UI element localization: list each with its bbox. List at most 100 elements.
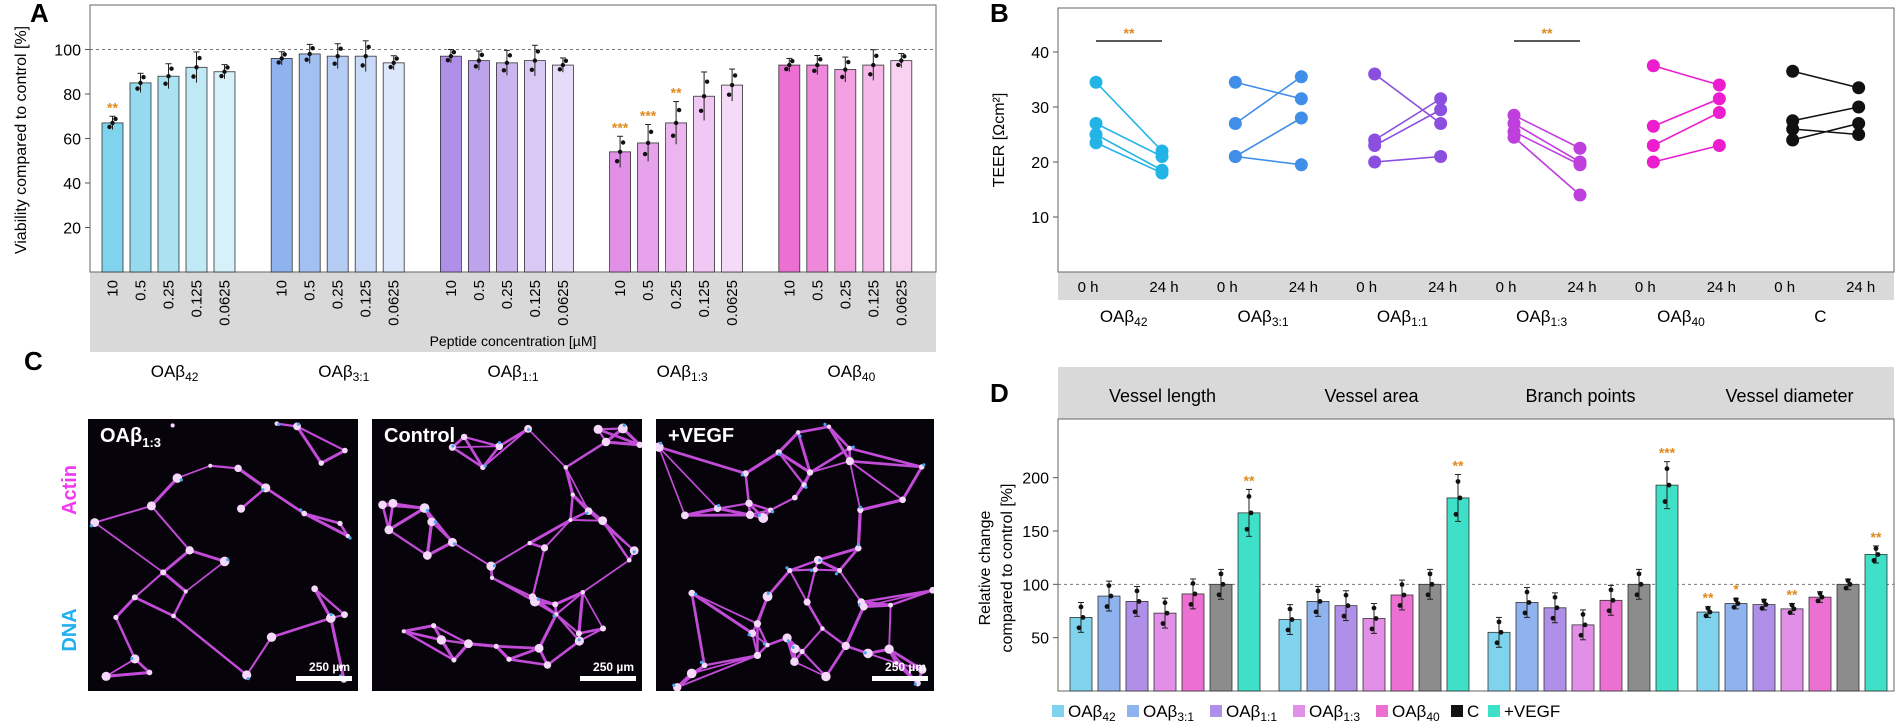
- b-series-line: [1234, 76, 1302, 125]
- d-datapoint: [1707, 609, 1713, 615]
- nucleus: [261, 488, 265, 492]
- vessel-node: [436, 635, 447, 645]
- d-legend-label: +VEGF: [1504, 702, 1560, 721]
- nucleus: [863, 651, 867, 655]
- d-datapoint: [1875, 552, 1881, 557]
- d-ytick-label: 200: [1022, 471, 1049, 488]
- vessel-segment: [777, 451, 806, 487]
- a-datapoint: [673, 120, 679, 126]
- vessel-segment: [245, 636, 273, 676]
- b-point-24h: [1434, 150, 1448, 163]
- b-series-line: [1374, 73, 1442, 125]
- a-bar: [665, 122, 687, 273]
- a-conc-label: 0.0625: [893, 280, 910, 326]
- a-datapoint: [871, 62, 876, 68]
- vessel-segment: [319, 449, 347, 465]
- b-series-line: [1792, 122, 1859, 141]
- a-datapoint: [388, 64, 393, 70]
- scale-bar-1: [296, 676, 352, 681]
- vessel-node: [813, 555, 823, 565]
- nucleus: [329, 612, 333, 617]
- vessel-segment: [856, 508, 862, 550]
- a-bar: [185, 66, 208, 273]
- d-datapoint: [1341, 613, 1347, 619]
- d-datapoint: [1815, 598, 1821, 604]
- d-legend-label: OAβ3:1: [1143, 702, 1194, 724]
- vessel-node: [745, 510, 755, 520]
- nucleus: [299, 508, 303, 512]
- b-point-24h: [1712, 92, 1726, 106]
- b-point-0h: [1786, 122, 1800, 136]
- d-legend-swatch: [1488, 705, 1500, 717]
- nucleus: [913, 682, 917, 686]
- b-group-label: OAβ3:1: [1237, 307, 1288, 329]
- vessel-node: [790, 657, 799, 666]
- vessel-segment: [756, 622, 769, 647]
- vessel-segment: [430, 521, 454, 544]
- a-datapoint: [107, 124, 112, 130]
- d-category-label: Vessel length: [1109, 386, 1216, 406]
- d-datapoint: [1636, 571, 1642, 577]
- a-conc-label: 0.0625: [724, 280, 741, 326]
- vessel-network-vegf: [656, 422, 934, 691]
- a-conc-label: 10: [443, 280, 460, 297]
- d-bar: [1836, 583, 1860, 692]
- a-datapoint: [479, 52, 485, 58]
- a-datapoint: [698, 108, 704, 113]
- b-point-0h: [1646, 119, 1660, 133]
- d-datapoint: [1160, 621, 1166, 626]
- nucleus: [226, 558, 230, 562]
- a-bar: [609, 151, 631, 273]
- vessel-node: [598, 516, 608, 526]
- b-series-line: [1095, 133, 1163, 171]
- b-point-0h: [1228, 150, 1242, 163]
- vessel-node: [463, 639, 473, 649]
- vessel-segment: [543, 519, 572, 549]
- a-conc-label: 0.125: [189, 280, 206, 318]
- a-bar: [382, 62, 405, 273]
- vessel-segment: [657, 446, 719, 510]
- vessel-segment: [172, 590, 187, 617]
- vessel-segment: [564, 440, 608, 469]
- panel-b-frame: [1057, 7, 1895, 273]
- a-datapoint: [818, 57, 823, 62]
- vessel-segment: [537, 612, 558, 650]
- vessel-segment: [581, 591, 604, 630]
- nucleus: [497, 441, 502, 445]
- micrograph-control: Control 250 µm: [372, 419, 642, 691]
- a-conc-label: 0.25: [161, 280, 178, 309]
- b-point-24h: [1434, 92, 1448, 106]
- vessel-node: [888, 602, 894, 608]
- a-datapoint: [843, 67, 848, 72]
- a-datapoint: [617, 149, 623, 155]
- vessel-node: [388, 498, 398, 508]
- d-datapoint: [1610, 597, 1616, 603]
- a-ytick-label: 80: [63, 87, 81, 104]
- vessel-segment: [313, 587, 333, 620]
- vessel-segment: [387, 506, 426, 532]
- b-point-24h: [1434, 117, 1448, 130]
- b-point-0h: [1228, 117, 1242, 130]
- vessel-segment: [150, 504, 191, 552]
- a-group-label: OAβ3:1: [318, 362, 369, 384]
- a-datapoint: [532, 58, 538, 63]
- vessel-node: [183, 589, 188, 594]
- nucleus: [246, 677, 250, 681]
- nucleus: [130, 656, 134, 661]
- b-time-label: 24 h: [1289, 279, 1318, 296]
- a-datapoint: [166, 74, 171, 79]
- d-datapoint: [1345, 603, 1351, 609]
- a-datapoint: [732, 73, 738, 78]
- vessel-segment: [149, 476, 179, 508]
- nucleus: [858, 505, 863, 509]
- vessel-segment: [801, 627, 824, 653]
- d-datapoint: [1188, 601, 1194, 607]
- vessel-node: [170, 423, 175, 428]
- vessel-node: [486, 561, 496, 571]
- d-legend-swatch: [1210, 705, 1222, 717]
- vessel-segment: [387, 528, 429, 557]
- a-conc-label: 0.125: [527, 280, 544, 318]
- d-datapoint: [1703, 613, 1709, 619]
- vessel-segment: [564, 466, 590, 512]
- b-series-line: [1235, 155, 1302, 166]
